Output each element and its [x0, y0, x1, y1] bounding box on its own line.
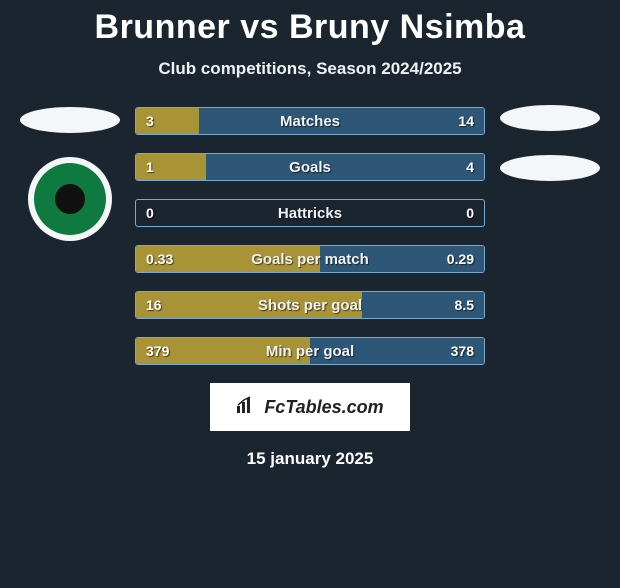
subtitle: Club competitions, Season 2024/2025 — [0, 59, 620, 79]
stat-label: Shots per goal — [136, 292, 484, 318]
stat-row: 379Min per goal378 — [135, 337, 485, 365]
club-ball-icon — [55, 184, 85, 214]
player-left-photo-placeholder — [20, 107, 120, 133]
left-player-column: ♛ — [20, 107, 120, 241]
stat-bars-container: 3Matches14 1Goals4 0Hattricks0 0.33Goals pe… — [135, 107, 485, 365]
stat-row: 0Hattricks0 — [135, 199, 485, 227]
player-right-club-placeholder — [500, 155, 600, 181]
date-text: 15 january 2025 — [0, 449, 620, 469]
stat-value-right: 4 — [466, 154, 474, 180]
stat-value-right: 0.29 — [447, 246, 474, 272]
right-player-column — [500, 107, 600, 181]
stat-label: Goals — [136, 154, 484, 180]
player-right-photo-placeholder — [500, 105, 600, 131]
player-left-club-logo: ♛ — [28, 157, 112, 241]
stat-row: 16Shots per goal8.5 — [135, 291, 485, 319]
page-title: Brunner vs Bruny Nsimba — [0, 8, 620, 47]
brand-text: FcTables.com — [264, 397, 383, 418]
stat-row: 1Goals4 — [135, 153, 485, 181]
stat-value-right: 14 — [458, 108, 474, 134]
chart-icon — [236, 396, 258, 419]
stat-label: Goals per match — [136, 246, 484, 272]
stat-value-right: 0 — [466, 200, 474, 226]
stat-value-right: 378 — [451, 338, 474, 364]
comparison-content: ♛ 3Matches14 1Goals4 0Hattricks0 0.33Goals … — [0, 107, 620, 365]
stat-label: Min per goal — [136, 338, 484, 364]
stat-label: Hattricks — [136, 200, 484, 226]
stat-label: Matches — [136, 108, 484, 134]
stat-row: 3Matches14 — [135, 107, 485, 135]
brand-logo: FcTables.com — [210, 383, 410, 431]
stat-value-right: 8.5 — [455, 292, 474, 318]
stat-row: 0.33Goals per match0.29 — [135, 245, 485, 273]
crown-icon: ♛ — [65, 163, 75, 176]
